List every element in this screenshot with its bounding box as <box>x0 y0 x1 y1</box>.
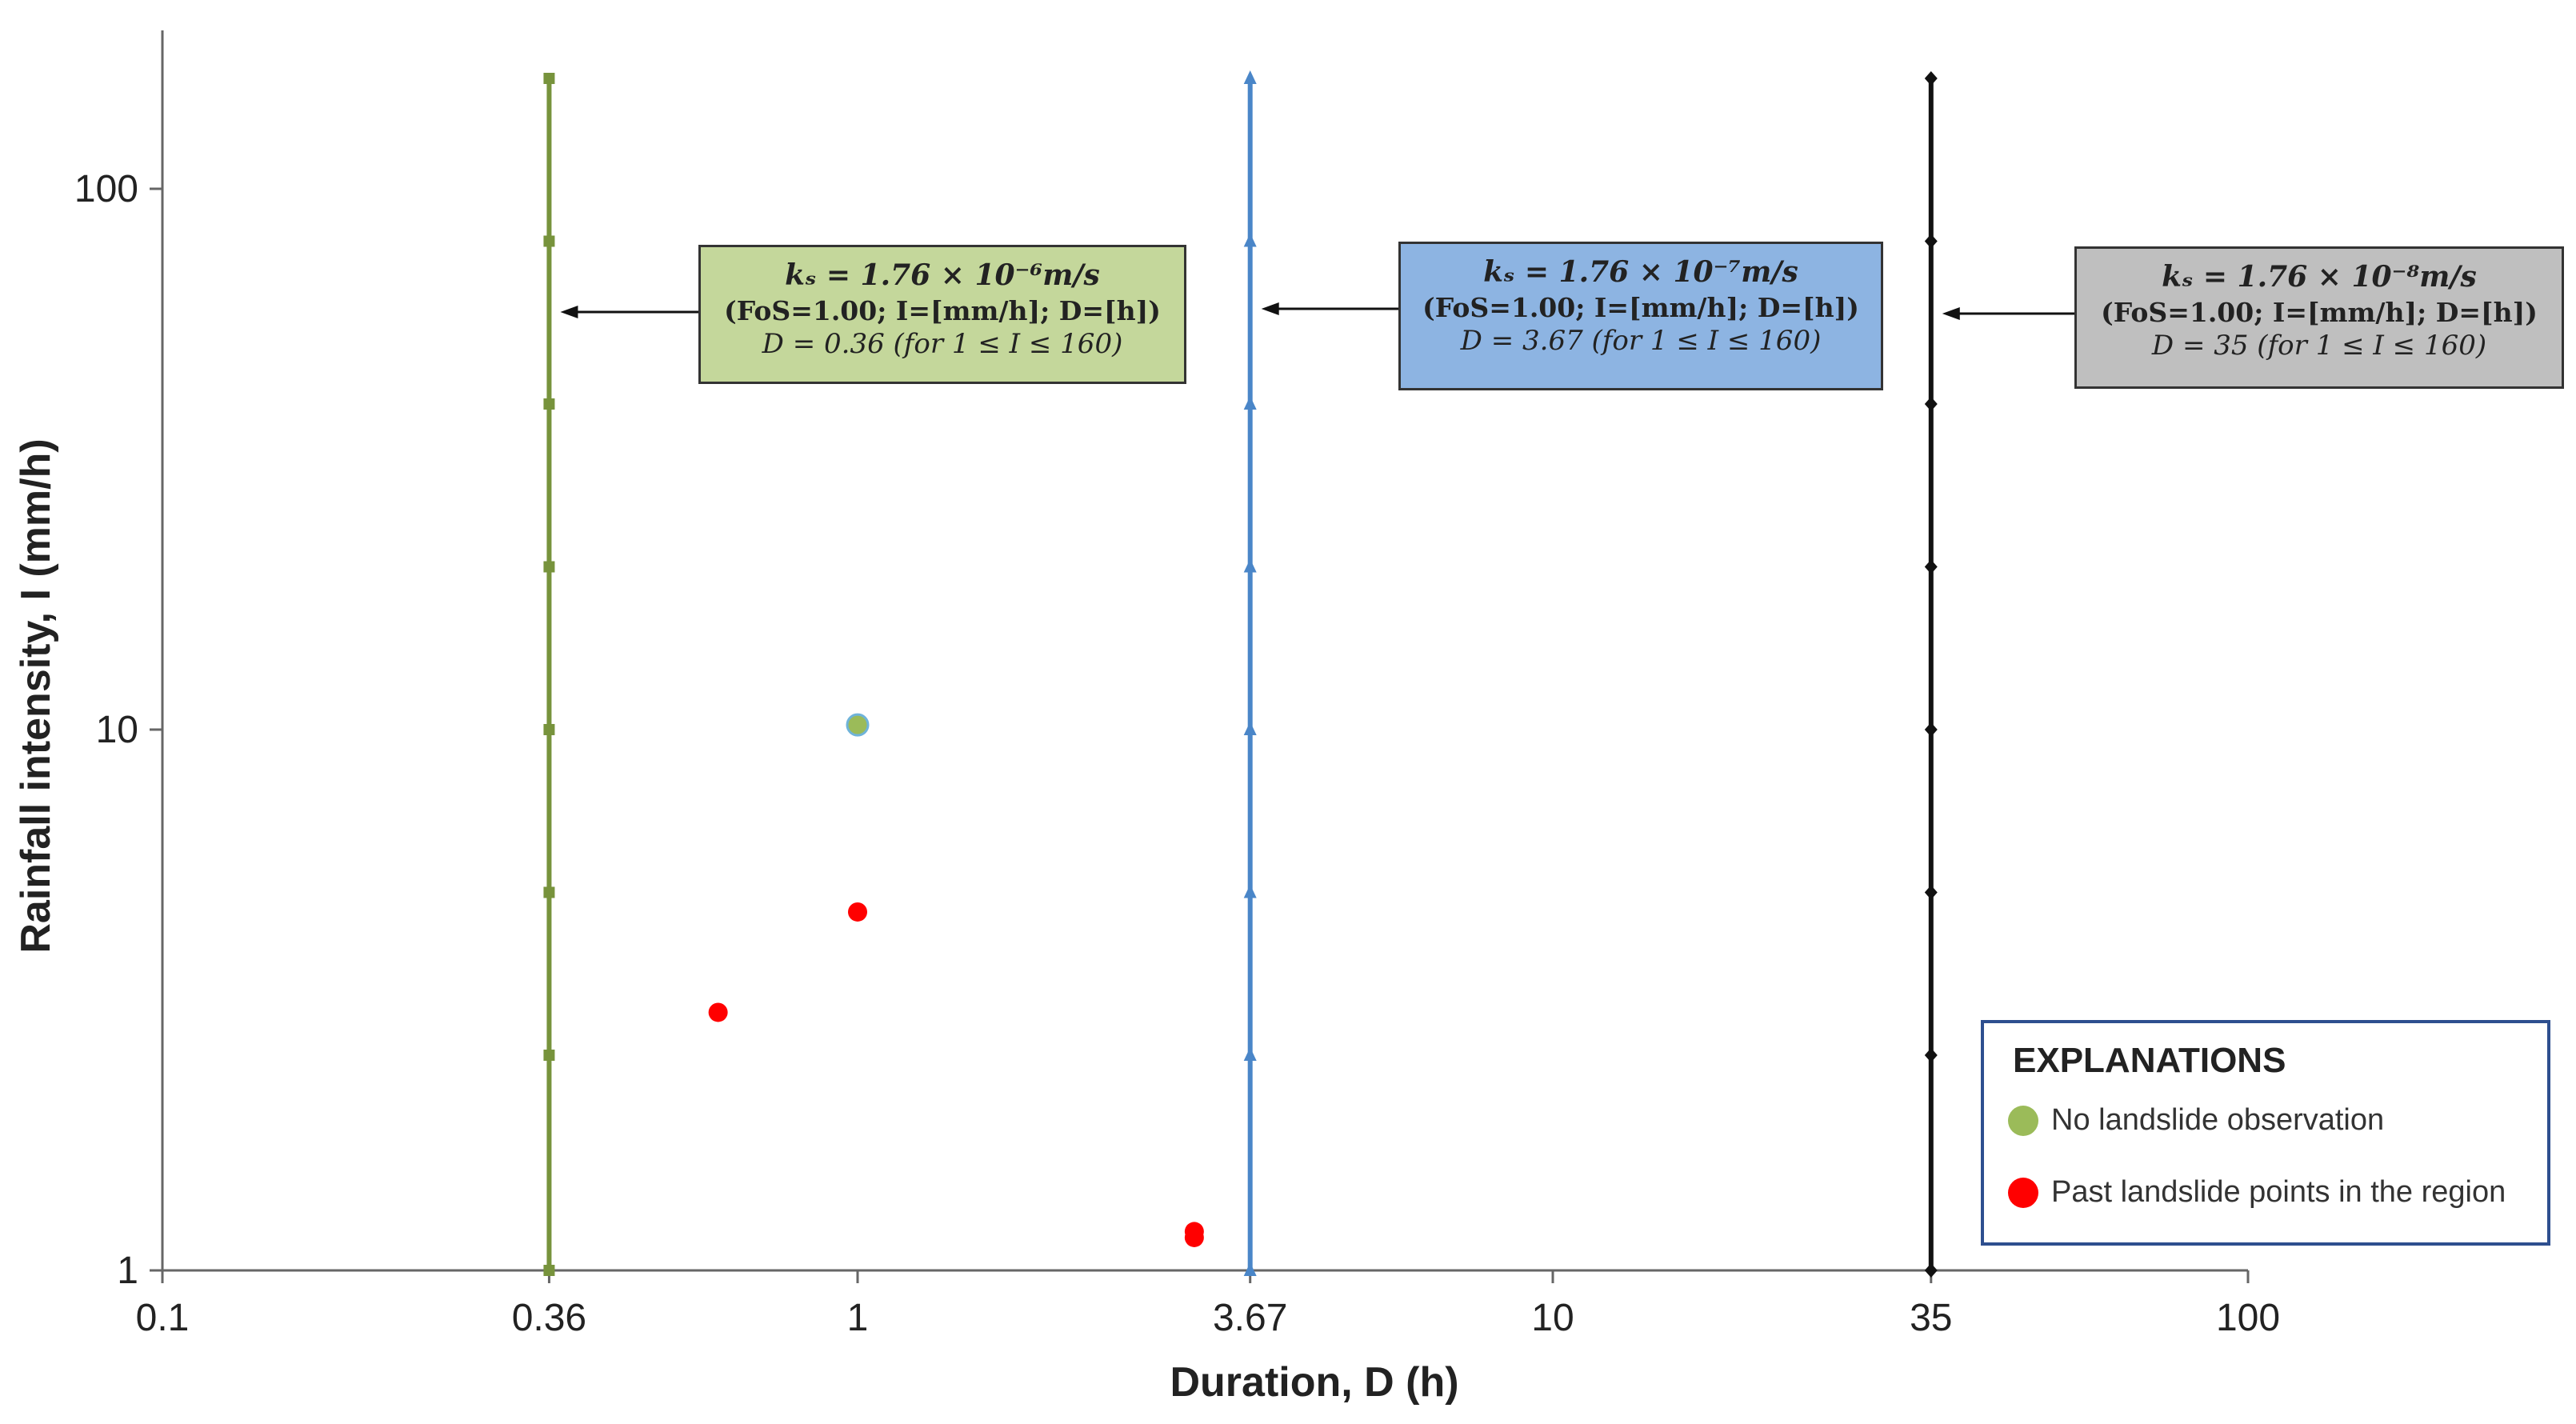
annotation-blue-line3: D = 3.67 (for 1 ≤ I ≤ 160) <box>1460 325 1822 357</box>
y-tick-label: 100 <box>74 168 138 210</box>
annotation-box-blue: kₛ = 1.76 × 10⁻⁷m/s (FoS=1.00; I=[mm/h];… <box>1398 242 1883 390</box>
data-points <box>708 713 1204 1247</box>
x-tick-label: 10 <box>1531 1297 1574 1339</box>
annotation-arrows <box>560 302 2074 320</box>
legend-item-past-landslide: Past landslide points in the region <box>2008 1175 2506 1210</box>
annotation-arrowhead <box>560 306 578 318</box>
legend-label: No landslide observation <box>2051 1103 2385 1137</box>
threshold-marker <box>1924 234 1938 249</box>
threshold-marker <box>543 235 555 247</box>
threshold-marker <box>1243 721 1257 735</box>
annotation-box-green: kₛ = 1.76 × 10⁻⁶m/s (FoS=1.00; I=[mm/h];… <box>698 245 1186 384</box>
green-dot-icon <box>2008 1105 2038 1136</box>
threshold-marker <box>1243 884 1257 898</box>
past-landslide-point <box>1184 1227 1204 1247</box>
threshold-marker <box>1243 70 1257 84</box>
threshold-marker <box>543 398 555 410</box>
threshold-marker <box>1924 1263 1938 1278</box>
annotation-blue-line2: (FoS=1.00; I=[mm/h]; D=[h]) <box>1422 292 1859 323</box>
annotation-blue-line1: kₛ = 1.76 × 10⁻⁷m/s <box>1483 255 1798 289</box>
y-tick-label: 1 <box>117 1250 138 1292</box>
annotation-arrowhead <box>1261 302 1279 315</box>
x-tick-label: 35 <box>1910 1297 1952 1339</box>
threshold-marker <box>1243 395 1257 410</box>
x-tick-label: 1 <box>847 1297 869 1339</box>
threshold-marker <box>1924 1047 1938 1062</box>
annotation-green-line1: kₛ = 1.76 × 10⁻⁶m/s <box>785 258 1100 292</box>
threshold-marker <box>1924 885 1938 900</box>
annotation-gray-line1: kₛ = 1.76 × 10⁻⁸m/s <box>2162 260 2477 294</box>
legend-label: Past landslide points in the region <box>2051 1175 2506 1209</box>
threshold-marker <box>1243 1262 1257 1276</box>
axes: 0.1 0.36 1 3.67 10 35 100 1 10 100 <box>74 30 2280 1339</box>
x-axis-title: Duration, D (h) <box>1170 1359 1458 1406</box>
x-tick-label: 0.36 <box>512 1297 586 1339</box>
threshold-marker <box>543 561 555 573</box>
past-landslide-point <box>708 1002 728 1022</box>
annotation-box-gray: kₛ = 1.76 × 10⁻⁸m/s (FoS=1.00; I=[mm/h];… <box>2074 246 2564 389</box>
legend-item-no-landslide: No landslide observation <box>2008 1103 2384 1138</box>
annotation-green-line2: (FoS=1.00; I=[mm/h]; D=[h]) <box>724 295 1161 326</box>
threshold-marker <box>543 73 555 84</box>
annotation-gray-line2: (FoS=1.00; I=[mm/h]; D=[h]) <box>2101 297 2538 328</box>
x-tick-label: 0.1 <box>136 1297 190 1339</box>
threshold-marker <box>543 1265 555 1276</box>
threshold-marker <box>543 723 555 735</box>
no-landslide-point <box>846 713 870 737</box>
threshold-marker <box>543 886 555 898</box>
annotation-green-line3: D = 0.36 (for 1 ≤ I ≤ 160) <box>762 328 1123 360</box>
threshold-marker <box>543 1049 555 1061</box>
threshold-marker <box>1924 559 1938 574</box>
threshold-marker <box>1243 233 1257 247</box>
threshold-marker <box>1924 71 1938 86</box>
past-landslide-point <box>848 902 867 922</box>
y-axis-title: Rainfall intensity, I (mm/h) <box>13 438 59 953</box>
legend: EXPLANATIONS No landslide observation Pa… <box>1981 1020 2550 1246</box>
threshold-marker <box>1924 396 1938 411</box>
x-tick-label: 3.67 <box>1213 1297 1287 1339</box>
x-tick-label: 100 <box>2216 1297 2280 1339</box>
threshold-marker <box>1243 558 1257 573</box>
annotation-arrowhead <box>1942 307 1960 320</box>
threshold-lines <box>543 70 1938 1278</box>
threshold-marker <box>1924 722 1938 737</box>
annotation-gray-line3: D = 35 (for 1 ≤ I ≤ 160) <box>2151 330 2487 362</box>
legend-title: EXPLANATIONS <box>2013 1041 2286 1080</box>
y-tick-label: 10 <box>96 709 138 751</box>
threshold-marker <box>1243 1046 1257 1061</box>
red-dot-icon <box>2008 1177 2038 1208</box>
